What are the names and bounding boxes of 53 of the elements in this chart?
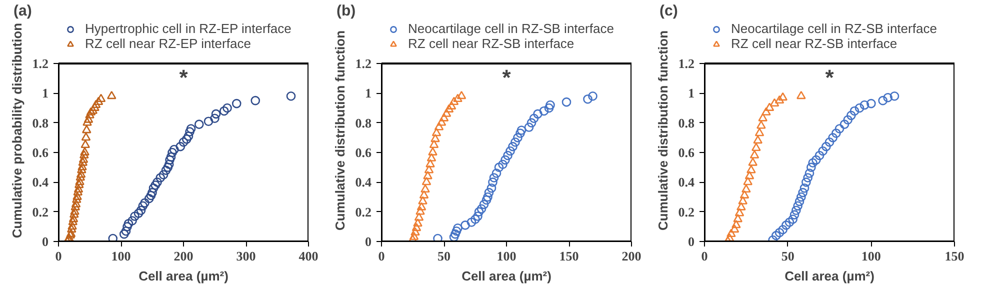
y-tick-label: 0.2 bbox=[355, 204, 372, 220]
y-tick-label: 0.8 bbox=[678, 115, 695, 130]
x-tick-label: 0 bbox=[701, 248, 708, 264]
chart-title: (c) bbox=[660, 2, 678, 20]
y-tick-label: 1.2 bbox=[355, 56, 372, 71]
chart-title: (a) bbox=[14, 2, 32, 20]
y-tick-label: 0.4 bbox=[678, 174, 695, 190]
legend-label: RZ cell near RZ-SB interface bbox=[731, 36, 898, 51]
y-axis-title: Cumulative distribution function bbox=[655, 30, 670, 231]
y-tick-label: 0 bbox=[688, 234, 694, 249]
legend-label: Hypertrophic cell in RZ-EP interface bbox=[85, 21, 292, 36]
x-tick-label: 200 bbox=[622, 248, 642, 264]
annotation: * bbox=[502, 65, 512, 90]
x-tick-label: 200 bbox=[174, 248, 194, 264]
y-axis-title: Cumulative distribution function bbox=[332, 30, 348, 231]
x-tick-label: 300 bbox=[236, 248, 256, 264]
x-tick-label: 0 bbox=[378, 248, 385, 264]
x-tick-label: 100 bbox=[496, 248, 516, 264]
y-tick-label: 0.2 bbox=[678, 204, 694, 220]
y-tick-label: 0.4 bbox=[355, 174, 372, 190]
y-tick-label: 0.6 bbox=[32, 145, 49, 160]
legend-label: RZ cell near RZ-SB interface bbox=[408, 36, 574, 51]
y-tick-label: 0.8 bbox=[355, 115, 372, 130]
x-tick-label: 100 bbox=[111, 248, 131, 264]
y-tick-label: 1.2 bbox=[32, 56, 48, 71]
y-axis-title: Cumulative probability distribution bbox=[9, 22, 24, 238]
legend-label: RZ cell near RZ-EP interface bbox=[85, 36, 251, 51]
y-tick-label: 0.8 bbox=[32, 115, 49, 130]
y-tick-label: 1 bbox=[42, 86, 48, 101]
y-tick-label: 0 bbox=[42, 234, 48, 249]
y-tick-label: 0.6 bbox=[355, 145, 372, 160]
x-axis-title: Cell area (µm²) bbox=[784, 268, 874, 284]
x-tick-label: 50 bbox=[781, 248, 794, 264]
x-tick-label: 150 bbox=[559, 248, 579, 264]
legend-label: Neocartilage cell in RZ-SB interface bbox=[731, 21, 937, 36]
y-tick-label: 1.2 bbox=[678, 56, 694, 71]
x-tick-label: 50 bbox=[438, 248, 450, 264]
x-axis-title: Cell area (µm²) bbox=[462, 268, 552, 284]
y-tick-label: 1 bbox=[688, 86, 694, 101]
y-tick-label: 0.2 bbox=[32, 204, 48, 220]
annotation: * bbox=[179, 65, 188, 90]
x-tick-label: 0 bbox=[55, 248, 62, 264]
x-tick-label: 400 bbox=[298, 248, 318, 264]
legend-label: Neocartilage cell in RZ-SB interface bbox=[408, 21, 614, 36]
y-tick-label: 0.6 bbox=[678, 145, 695, 160]
y-tick-label: 0.4 bbox=[32, 174, 49, 190]
annotation: * bbox=[825, 65, 834, 90]
x-tick-label: 100 bbox=[861, 248, 881, 264]
x-axis-title: Cell area (µm²) bbox=[138, 268, 228, 284]
y-tick-label: 0 bbox=[365, 234, 372, 249]
x-tick-label: 150 bbox=[944, 248, 964, 264]
chart-title: (b) bbox=[336, 2, 356, 20]
y-tick-label: 1 bbox=[365, 86, 372, 101]
